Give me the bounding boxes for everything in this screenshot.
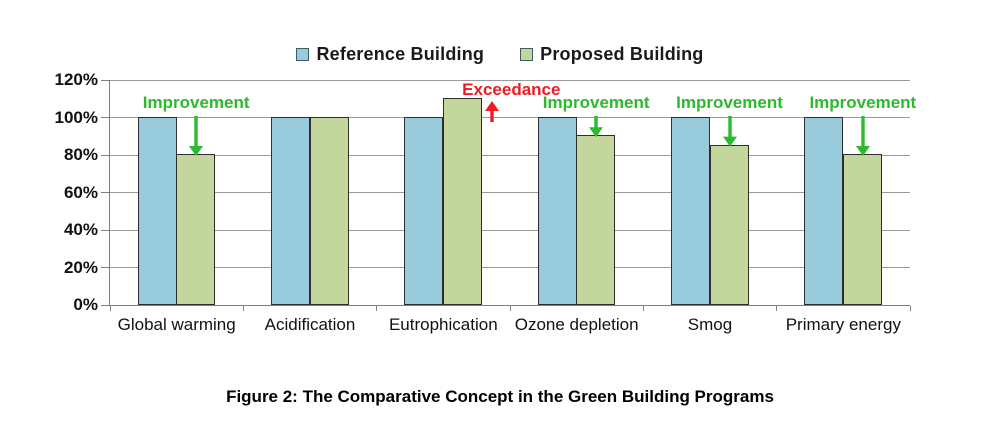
y-axis-label-0: 0%	[73, 295, 98, 314]
bar-reference-building-acidification	[271, 116, 310, 305]
y-axis-line	[109, 80, 110, 306]
bar-proposed-building-acidification	[309, 116, 349, 305]
y-tick-0	[101, 304, 109, 306]
figure-caption: Figure 2: The Comparative Concept in the…	[226, 387, 774, 406]
legend-item-proposed-building: Proposed Building	[520, 44, 703, 65]
x-tick-0	[109, 306, 111, 311]
annotation-exceedance-eutrophication: Exceedance	[462, 80, 561, 99]
y-axis-label-100: 100%	[54, 107, 98, 127]
bar-proposed-building-smog	[709, 144, 749, 305]
y-axis-label-20: 20%	[63, 257, 98, 277]
x-axis-label-eutrophication: Eutrophication	[388, 315, 498, 334]
improvement-down-arrow-icon-global-warming	[186, 116, 206, 161]
y-tick-120	[101, 79, 109, 81]
chart-legend: Reference Building Proposed Building	[0, 44, 1000, 65]
annotation-improvement-global-warming: Improvement	[142, 93, 250, 112]
gridline-120	[110, 79, 910, 81]
legend-label-proposed-building: Proposed Building	[540, 44, 704, 64]
x-tick-6	[909, 306, 911, 311]
x-axis-line	[109, 305, 910, 306]
exceedance-up-arrow-icon-eutrophication	[482, 101, 502, 127]
y-tick-100	[101, 117, 109, 118]
y-tick-20	[101, 267, 109, 268]
y-axis-label-80: 80%	[63, 145, 98, 164]
gridline-40	[110, 229, 910, 231]
annotation-improvement-primary-energy: Improvement	[809, 93, 917, 112]
y-tick-80	[101, 154, 109, 156]
x-axis-label-global-warming: Global warming	[117, 315, 236, 334]
bar-reference-building-primary-energy	[804, 116, 844, 305]
proposed-building-swatch-icon	[520, 48, 534, 61]
legend-item-reference-building: Reference Building	[296, 44, 484, 65]
y-tick-40	[101, 229, 109, 231]
bar-reference-building-smog	[671, 116, 710, 305]
bar-reference-building-global-warming	[137, 116, 177, 305]
gridline-100	[110, 117, 910, 118]
x-axis-label-primary-energy: Primary energy	[785, 315, 901, 334]
bar-reference-building-ozone-depletion	[537, 116, 577, 305]
reference-building-swatch-icon	[296, 48, 310, 61]
x-tick-3	[509, 306, 511, 311]
x-tick-5	[776, 306, 778, 311]
gridline-80	[110, 154, 910, 156]
x-tick-1	[242, 306, 244, 311]
bar-reference-building-eutrophication	[404, 116, 444, 305]
x-axis-label-acidification: Acidification	[264, 315, 356, 334]
bar-proposed-building-eutrophication	[442, 97, 482, 305]
y-axis-label-120: 120%	[54, 70, 98, 89]
y-axis-label-60: 60%	[63, 182, 98, 202]
y-tick-60	[101, 192, 109, 193]
legend-label-reference-building: Reference Building	[316, 44, 485, 64]
plot-area	[101, 79, 911, 311]
improvement-down-arrow-icon-primary-energy	[853, 116, 873, 161]
bar-proposed-building-global-warming	[176, 154, 216, 305]
annotation-improvement-ozone-depletion: Improvement	[542, 93, 650, 112]
gridline-20	[110, 267, 910, 268]
annotation-improvement-smog: Improvement	[676, 93, 783, 112]
improvement-down-arrow-icon-smog	[720, 116, 740, 152]
bar-proposed-building-ozone-depletion	[576, 135, 616, 305]
x-axis-label-ozone-depletion: Ozone depletion	[514, 315, 639, 334]
x-axis-label-smog: Smog	[687, 315, 733, 334]
gridline-60	[110, 192, 910, 193]
improvement-down-arrow-icon-ozone-depletion	[586, 116, 606, 142]
bar-proposed-building-primary-energy	[842, 154, 882, 305]
y-axis-label-40: 40%	[63, 220, 98, 239]
x-tick-4	[642, 306, 644, 311]
x-tick-2	[376, 306, 378, 311]
